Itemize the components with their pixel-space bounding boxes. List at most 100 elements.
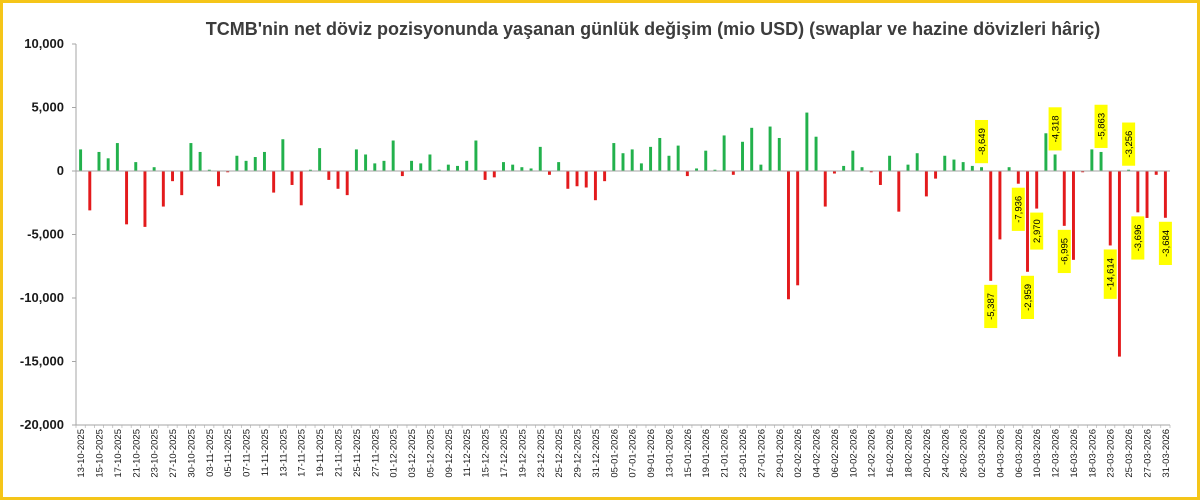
data-label-bg <box>1122 122 1136 166</box>
x-tick-label: 13-10-2025 <box>76 429 87 478</box>
bar <box>906 164 910 171</box>
x-tick-label: 27-01-2026 <box>756 429 767 478</box>
x-tick-label: 07-11-2025 <box>242 429 253 477</box>
bar <box>842 165 846 171</box>
data-label: -3,256 <box>1122 122 1136 166</box>
bar <box>695 168 699 171</box>
bar <box>1035 171 1039 209</box>
x-tick-label: 12-03-2026 <box>1051 429 1062 478</box>
x-tick-label: 19-12-2025 <box>517 429 528 478</box>
x-tick-label: 19-01-2026 <box>701 429 712 478</box>
bar <box>851 150 855 171</box>
bar <box>998 171 1002 240</box>
bar <box>787 171 790 300</box>
x-tick-label: 23-01-2026 <box>738 429 749 478</box>
y-tick-label: -10,000 <box>20 290 64 305</box>
bar <box>437 169 441 171</box>
x-tick-label: 31-12-2025 <box>591 429 602 478</box>
bar <box>373 163 377 171</box>
bar <box>1108 171 1112 246</box>
bar <box>952 159 956 171</box>
bar <box>1081 171 1085 173</box>
x-tick-label: 16-02-2026 <box>885 429 896 478</box>
bar <box>235 155 239 171</box>
bar <box>612 143 616 171</box>
bar <box>1099 151 1103 171</box>
bar <box>1154 171 1158 175</box>
bar <box>639 163 643 171</box>
x-axis: 13-10-2025 15-10-2025 17-10-2025 21-10-2025… <box>75 170 1172 478</box>
data-label: -3,696 <box>1131 216 1145 260</box>
bar <box>768 126 772 171</box>
bar <box>318 148 322 171</box>
x-tick-label: 17-12-2025 <box>499 429 510 478</box>
x-tick-label: 15-10-2025 <box>94 429 105 478</box>
data-label: -4,318 <box>1048 107 1062 151</box>
bar <box>575 171 579 187</box>
x-tick-label: 05-11-2025 <box>223 429 234 477</box>
bar <box>1117 171 1121 357</box>
bar <box>796 171 800 286</box>
bar <box>676 145 680 171</box>
bar <box>888 155 892 171</box>
bar <box>741 141 744 171</box>
data-labels-group: -8,649 -5,387 -7,936 -2,959 2,970 -4,318 -6,99… <box>975 104 1172 329</box>
data-label-text: 2,970 <box>1032 219 1043 243</box>
x-tick-label: 31-03-2026 <box>1161 429 1172 478</box>
bar <box>1044 133 1048 171</box>
data-label-text: -8,649 <box>977 128 988 155</box>
x-tick-label: 23-12-2025 <box>536 429 547 478</box>
bar <box>621 153 625 171</box>
bar <box>244 160 248 171</box>
x-tick-label: 23-03-2026 <box>1106 429 1117 478</box>
data-label: -5,863 <box>1094 104 1108 148</box>
bar <box>658 137 662 171</box>
x-tick-label: 21-11-2025 <box>334 429 345 477</box>
bar <box>253 157 257 171</box>
x-tick-label: 13-01-2026 <box>664 429 675 478</box>
x-tick-label: 01-12-2025 <box>389 429 400 478</box>
data-label-text: -2,959 <box>1023 284 1034 311</box>
bar <box>538 146 542 171</box>
bar <box>934 171 938 179</box>
bar <box>878 171 882 185</box>
x-tick-label: 06-03-2026 <box>1014 429 1025 478</box>
bar <box>345 171 349 196</box>
bar <box>354 149 358 171</box>
bar <box>869 171 873 173</box>
x-tick-label: 29-01-2026 <box>775 429 786 478</box>
bar <box>814 136 818 171</box>
x-tick-label: 04-03-2026 <box>995 429 1006 478</box>
bar <box>391 140 395 171</box>
data-label-bg <box>1011 187 1025 231</box>
bar <box>336 171 340 189</box>
bar <box>970 165 974 171</box>
x-tick-label: 27-03-2026 <box>1143 429 1154 478</box>
x-tick-label: 10-03-2026 <box>1032 429 1043 478</box>
x-tick-label: 30-10-2025 <box>186 429 197 478</box>
bar <box>299 171 303 206</box>
bar <box>262 151 266 171</box>
data-label-bg <box>1048 107 1062 151</box>
x-tick-label: 09-01-2026 <box>646 429 657 478</box>
data-label-text: -4,318 <box>1050 115 1061 142</box>
data-label-text: -5,387 <box>986 293 997 320</box>
bar <box>593 171 597 201</box>
bar <box>1136 171 1140 213</box>
data-label: -6,995 <box>1057 229 1071 274</box>
y-tick-label: 10,000 <box>24 36 64 51</box>
bar <box>603 171 607 182</box>
bar <box>557 162 561 171</box>
bar <box>290 171 294 185</box>
x-tick-label: 24-02-2026 <box>940 429 951 478</box>
data-label-text: -6,995 <box>1060 238 1071 265</box>
bar <box>924 171 928 197</box>
x-tick-label: 15-01-2026 <box>683 429 694 478</box>
bar <box>566 171 570 189</box>
bar <box>189 143 193 171</box>
data-label-bg <box>1057 229 1071 274</box>
bar <box>382 160 386 171</box>
data-label-text: -7,936 <box>1014 196 1025 223</box>
data-label-bg <box>1158 221 1172 265</box>
